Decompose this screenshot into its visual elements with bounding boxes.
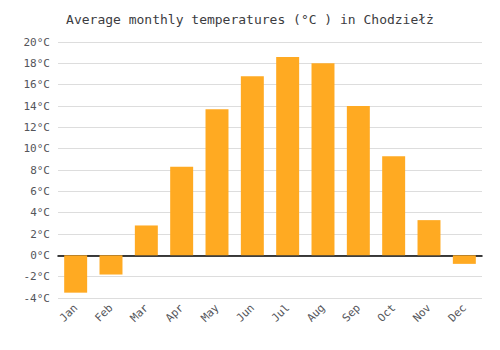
- svg-text:Nov: Nov: [410, 301, 433, 324]
- svg-text:Sep: Sep: [340, 301, 363, 324]
- svg-text:Average monthly temperatures (: Average monthly temperatures (°C ) in Ch…: [66, 12, 434, 27]
- svg-text:-2°C: -2°C: [24, 270, 51, 283]
- svg-text:Jan: Jan: [57, 301, 80, 324]
- svg-text:20°C: 20°C: [24, 36, 51, 49]
- svg-text:-4°C: -4°C: [24, 292, 51, 305]
- svg-text:Feb: Feb: [92, 301, 115, 324]
- svg-text:Jul: Jul: [269, 301, 292, 324]
- svg-text:Mar: Mar: [128, 301, 151, 324]
- svg-text:Apr: Apr: [163, 301, 186, 324]
- svg-text:2°C: 2°C: [30, 228, 50, 241]
- svg-text:May: May: [198, 301, 221, 324]
- svg-text:12°C: 12°C: [24, 121, 51, 134]
- svg-text:4°C: 4°C: [30, 206, 50, 219]
- svg-text:6°C: 6°C: [30, 185, 50, 198]
- svg-text:Jun: Jun: [234, 301, 257, 324]
- svg-text:8°C: 8°C: [30, 164, 50, 177]
- svg-text:16°C: 16°C: [24, 78, 51, 91]
- svg-text:14°C: 14°C: [24, 100, 51, 113]
- svg-text:18°C: 18°C: [24, 57, 51, 70]
- svg-text:0°C: 0°C: [30, 249, 50, 262]
- svg-text:Oct: Oct: [375, 301, 398, 324]
- svg-text:10°C: 10°C: [24, 142, 51, 155]
- svg-text:Aug: Aug: [304, 301, 327, 324]
- svg-text:Dec: Dec: [446, 301, 469, 324]
